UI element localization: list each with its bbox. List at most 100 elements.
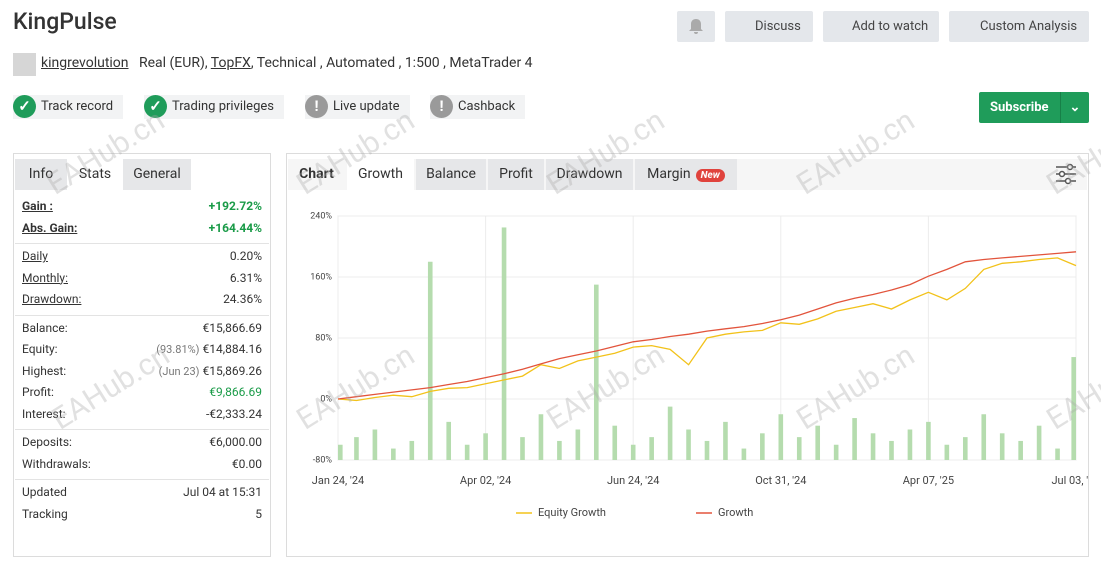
chart-tab[interactable]: Balance: [416, 159, 486, 190]
series-line: [337, 257, 1077, 402]
badge: ✓ Trading privileges: [144, 95, 284, 119]
settings-icon[interactable]: [1054, 162, 1078, 186]
bar: [338, 444, 343, 460]
bar: [704, 440, 710, 460]
bell-button[interactable]: [677, 11, 715, 42]
discuss-button[interactable]: Discuss: [725, 11, 813, 42]
stat-label: Withdrawals:: [22, 456, 91, 471]
stat-label: Abs. Gain:: [22, 220, 78, 235]
separator: [15, 429, 269, 430]
title: KingPulse: [13, 8, 117, 35]
stat-label: Daily: [22, 249, 48, 263]
subscribe-button[interactable]: Subscribe ⌄: [979, 92, 1089, 123]
bar: [427, 261, 433, 460]
bar: [907, 429, 913, 460]
bar: [372, 429, 378, 460]
y-tick-label: 80%: [315, 333, 332, 343]
stat-label: Balance:: [22, 320, 68, 335]
bar: [354, 437, 359, 460]
stat-value: 6.31%: [230, 268, 262, 289]
analysis-button[interactable]: Custom Analysis: [949, 11, 1089, 42]
bar: [575, 429, 581, 460]
badge-icon: !: [305, 95, 328, 118]
chart-tab[interactable]: Growth: [347, 159, 414, 190]
stat-label: Gain :: [22, 199, 53, 213]
stat-value-text: 5: [255, 506, 262, 521]
x-tick-label: Apr 07, '25: [903, 474, 954, 487]
bar: [1055, 448, 1060, 460]
y-tick-label: 240%: [310, 211, 332, 221]
separator: [15, 479, 269, 480]
bar: [852, 418, 857, 460]
account: Real (EUR),: [138, 55, 208, 71]
bar: [464, 444, 470, 460]
new-badge: New: [695, 169, 725, 182]
stat-label: Updated: [22, 485, 67, 499]
stat-label: Equity:: [22, 342, 58, 356]
bar: [1018, 440, 1023, 460]
x-tick-label: Jul 03, '25: [1051, 474, 1088, 487]
bar: [612, 425, 618, 460]
stat-value-text: €9,866.69: [209, 385, 262, 399]
watch-button[interactable]: Add to watch: [823, 11, 939, 42]
legend-label: Growth: [718, 506, 753, 519]
stat-row: Gain : +192.72%: [22, 196, 262, 217]
y-tick-label: 0%: [320, 394, 332, 404]
x-tick-label: Apr 02, '24: [460, 474, 511, 487]
chart-tab[interactable]: Margin New: [635, 159, 737, 190]
chart-tab-label: Growth: [358, 166, 403, 182]
stat-row: Profit: €9,866.69: [22, 382, 262, 403]
bar: [778, 414, 784, 460]
user-link[interactable]: kingrevolution: [41, 55, 129, 71]
stat-value-text: -€2,333.24: [205, 406, 262, 421]
chart-panel: Chart Growth Balance Profit Drawdown Margin Ne…: [286, 153, 1089, 557]
chart-tab[interactable]: Drawdown: [546, 159, 633, 190]
bar: [723, 421, 728, 460]
chart-tab-label: Margin: [647, 166, 691, 182]
chart-tab[interactable]: Chart: [288, 159, 345, 190]
bar: [944, 444, 950, 460]
badge: ! Cashback: [430, 95, 526, 119]
separator: [15, 243, 269, 244]
stat-row: Highest: (Jun 23) €15,869.26: [22, 361, 262, 382]
stats-tab[interactable]: Info: [15, 159, 67, 190]
y-tick-label: 160%: [310, 272, 332, 282]
badge-label: Track record: [41, 99, 114, 114]
bar: [962, 437, 968, 460]
stat-label: Interest:: [22, 406, 66, 421]
legend-label: Equity Growth: [538, 506, 606, 519]
chart-tab[interactable]: Profit: [488, 159, 544, 190]
stat-value: €9,866.69: [209, 382, 262, 403]
stats-tab[interactable]: General: [123, 159, 191, 190]
bar: [667, 406, 673, 460]
stat-row: Withdrawals: €0.00: [22, 454, 262, 475]
stat-row: Updated Jul 04 at 15:31: [22, 482, 262, 503]
stat-value: Jul 04 at 15:31: [183, 482, 262, 503]
stat-row: Balance: €15,866.69: [22, 318, 262, 339]
bar: [557, 440, 562, 460]
badge-label: Trading privileges: [172, 99, 274, 114]
stat-value: 0.20%: [230, 246, 262, 267]
chart-tab-label: Drawdown: [556, 166, 623, 182]
bar: [981, 414, 987, 460]
broker-link[interactable]: TopFX: [210, 55, 251, 71]
badge-icon: !: [430, 95, 453, 118]
stat-row: Abs. Gain: +164.44%: [22, 218, 262, 239]
stat-value-text: €0.00: [231, 456, 262, 471]
badge-icon: ✓: [13, 95, 36, 118]
stats-tab[interactable]: Stats: [69, 159, 121, 190]
stat-value: 5: [255, 504, 262, 525]
stat-value: €0.00: [232, 454, 262, 475]
subscribe-label: Subscribe: [990, 100, 1049, 115]
chart-tab-label: Balance: [426, 166, 476, 182]
stat-label: Tracking: [22, 506, 68, 521]
stat-value-text: 6.31%: [229, 270, 262, 285]
y-tick-label: -80%: [313, 455, 333, 465]
badge-icon: ✓: [144, 95, 167, 118]
bar: [409, 440, 415, 460]
stat-row: Equity: (93.81%) €14,884.16: [22, 339, 262, 360]
stat-row: Tracking 5: [22, 504, 262, 525]
stat-value-text: €14,884.16: [202, 342, 262, 356]
x-tick-label: Jan 24, '24: [312, 474, 364, 487]
stat-value: 24.36%: [223, 289, 262, 310]
